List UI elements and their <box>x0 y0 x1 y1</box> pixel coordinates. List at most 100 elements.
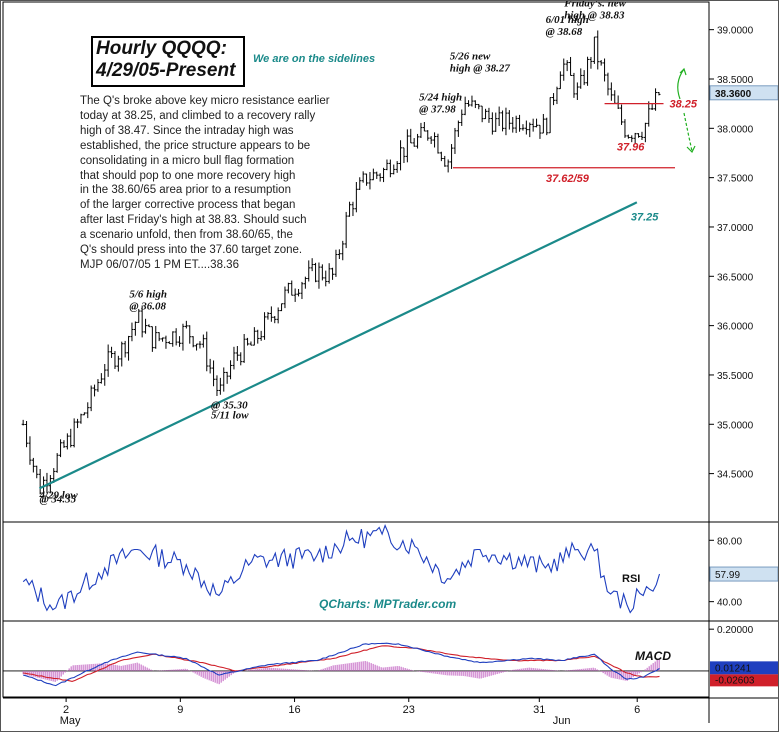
price-bar <box>416 133 420 149</box>
price-bar <box>382 167 386 183</box>
price-bar <box>538 124 542 139</box>
price-y-tick-label: 36.0000 <box>717 322 754 333</box>
price-bar <box>235 346 239 361</box>
price-bar <box>273 315 277 324</box>
price-bar <box>280 303 284 312</box>
price-annotation: 4/29 low@ 34.35 <box>38 489 78 505</box>
low-level-label: 37.96 <box>617 141 645 153</box>
annotation-line-2: @ 35.30 <box>211 400 248 412</box>
price-bar <box>429 136 433 144</box>
trendline-label: 37.25 <box>631 211 659 223</box>
price-bar <box>79 413 83 424</box>
up-arrow-icon <box>677 68 685 100</box>
stance-note: We are on the sidelines <box>253 53 376 65</box>
price-bar <box>225 371 229 384</box>
macd-line <box>23 642 660 687</box>
price-bar <box>341 240 345 261</box>
price-bar <box>402 147 406 164</box>
price-bar <box>293 288 297 302</box>
annotation-line-1: 5/26 new <box>450 51 491 63</box>
price-bar <box>123 340 127 358</box>
price-bar <box>276 307 280 324</box>
price-bar <box>191 336 195 348</box>
price-bar <box>290 280 294 296</box>
annotation-line-2: high @ 38.27 <box>450 63 511 75</box>
price-bar <box>120 341 124 367</box>
price-bar <box>375 171 379 179</box>
price-bar <box>501 110 505 132</box>
price-bar <box>569 56 573 76</box>
price-bar <box>320 264 324 281</box>
price-bar <box>161 337 165 342</box>
price-bar <box>450 144 454 169</box>
price-bar <box>65 433 69 450</box>
price-bars <box>21 30 661 495</box>
resistance-label: 38.25 <box>670 99 698 111</box>
price-bar <box>586 56 590 86</box>
price-bar <box>643 122 647 143</box>
annotation-line-1: 5/6 high <box>129 289 167 301</box>
price-bar <box>164 335 168 349</box>
price-bar <box>208 358 212 374</box>
price-bar <box>31 457 35 473</box>
price-bar <box>252 327 256 346</box>
price-bar <box>249 341 253 346</box>
commentary-line: that should pop to one more recovery hig… <box>80 169 296 182</box>
price-bar <box>433 132 437 148</box>
price-bar <box>572 72 576 98</box>
price-bar <box>514 115 518 134</box>
down-arrow-head-icon <box>686 145 696 154</box>
commentary-line: of the larger corrective process that be… <box>80 199 296 212</box>
price-bar <box>198 341 202 349</box>
price-bar <box>215 375 219 397</box>
price-bar <box>140 305 144 338</box>
price-bar <box>266 312 270 320</box>
price-bar <box>633 132 637 144</box>
price-bar <box>110 346 114 358</box>
price-y-tick-label: 39.0000 <box>717 26 754 37</box>
price-bar <box>171 331 175 347</box>
price-bar <box>603 58 607 82</box>
price-bar <box>116 355 120 372</box>
price-bar <box>327 263 331 284</box>
price-bar <box>535 118 539 128</box>
price-bar <box>623 119 627 138</box>
price-bar <box>399 140 403 171</box>
price-bar <box>460 109 464 126</box>
price-bar <box>613 90 617 104</box>
price-bar <box>368 172 372 190</box>
chart-title-line-2: 4/29/05-Present <box>96 60 236 81</box>
price-bar <box>606 72 610 96</box>
up-arrow-head-icon <box>679 67 687 76</box>
price-annotation: 5/6 high@ 36.08 <box>129 289 167 313</box>
last-price-label: 38.3600 <box>715 89 752 100</box>
price-bar <box>490 112 494 135</box>
price-bar <box>378 173 382 182</box>
price-bar <box>575 82 579 100</box>
x-tick-label: 31 <box>533 704 545 716</box>
annotation-line-1: 5/24 high <box>419 91 462 103</box>
price-bar <box>334 249 338 277</box>
price-bar <box>412 138 416 147</box>
price-bar <box>174 328 178 346</box>
price-bar <box>640 131 644 141</box>
price-bar <box>130 322 134 342</box>
price-bar <box>480 105 484 123</box>
price-bar <box>616 95 620 109</box>
price-y-tick-label: 37.5000 <box>717 174 754 185</box>
x-tick-label: 2 <box>63 704 69 716</box>
price-bar <box>205 331 209 372</box>
price-bar <box>579 68 583 89</box>
watermark-text: QCharts: MPTrader.com <box>319 597 456 611</box>
price-bar <box>582 70 586 86</box>
commentary-line: MJP 06/07/05 1 PM ET....38.36 <box>80 258 239 271</box>
price-bar <box>497 106 501 126</box>
price-bar <box>565 60 569 72</box>
price-bar <box>93 384 97 397</box>
price-bar <box>25 420 29 448</box>
price-bar <box>626 134 630 139</box>
price-bar <box>154 325 158 349</box>
price-bar <box>657 92 661 96</box>
